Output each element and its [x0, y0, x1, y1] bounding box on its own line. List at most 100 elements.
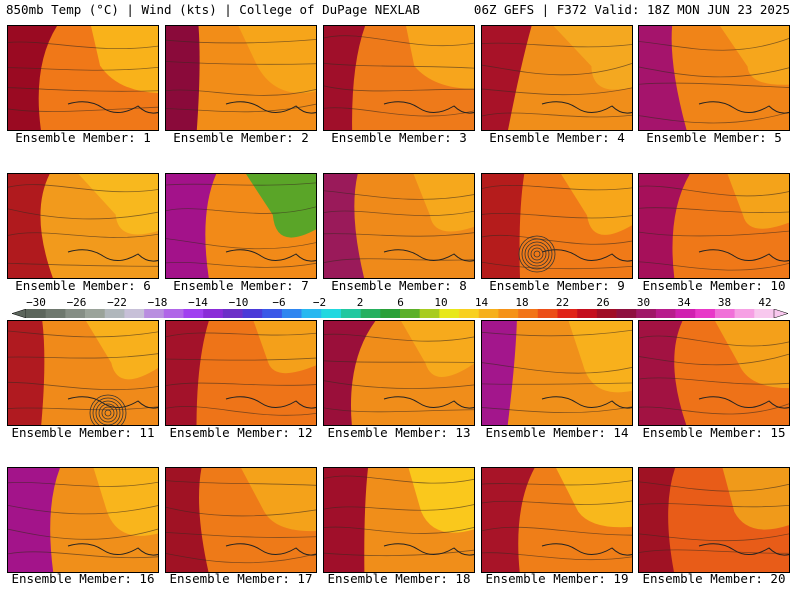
- isoline: [639, 335, 789, 347]
- isoline: [8, 66, 158, 71]
- isoline: [482, 382, 632, 385]
- colorbar-swatch: [419, 309, 440, 318]
- colorbar-swatch: [262, 309, 283, 318]
- colorbar-swatch: [65, 309, 86, 318]
- ensemble-panel: [638, 320, 790, 426]
- isoline: [8, 262, 158, 267]
- hot-region: [639, 468, 676, 572]
- colorbar-swatch: [714, 309, 735, 318]
- isoline: [8, 330, 158, 338]
- isoline: [166, 332, 316, 338]
- isoline: [639, 353, 789, 366]
- isoline: [482, 212, 632, 219]
- colorbar-tick-label: 34: [677, 296, 691, 309]
- colorbar-tick-label: 26: [596, 296, 610, 309]
- colorbar-swatch: [222, 309, 243, 318]
- isoline: [324, 380, 474, 389]
- ensemble-member-label: Ensemble Member: 17: [169, 571, 313, 586]
- warm-region: [246, 174, 316, 238]
- colorbar-swatch: [439, 309, 460, 318]
- colorbar-swatch: [518, 309, 539, 318]
- ensemble-panel: [638, 25, 790, 131]
- colorbar-swatch: [360, 309, 381, 318]
- temperature-map: [324, 174, 474, 278]
- ensemble-panel: [7, 467, 159, 573]
- colorbar-tick-label: 10: [434, 296, 448, 309]
- hot-region: [166, 321, 209, 425]
- isoline: [166, 261, 316, 268]
- ensemble-panel: [165, 467, 317, 573]
- storm-isobar: [104, 409, 112, 417]
- hot-region: [8, 468, 60, 572]
- warm-region: [553, 26, 632, 90]
- colorbar-swatch: [183, 309, 204, 318]
- isoline: [324, 333, 474, 342]
- colorbar-tick-label: −2: [312, 296, 327, 309]
- isoline: [639, 533, 789, 542]
- warm-region: [408, 468, 474, 533]
- coastline: [67, 101, 158, 114]
- temperature-map: [8, 174, 158, 278]
- isoline: [166, 406, 316, 416]
- isoline: [639, 111, 789, 124]
- colorbar-swatch: [616, 309, 637, 318]
- coastline: [541, 396, 632, 409]
- hot-region: [166, 26, 200, 130]
- coastline: [225, 249, 316, 262]
- warm-region: [715, 321, 789, 389]
- storm-isobar: [95, 400, 121, 425]
- storm-isobar: [521, 238, 553, 270]
- isoline: [482, 184, 632, 191]
- isoline: [639, 207, 789, 213]
- isoline: [8, 208, 158, 220]
- ensemble-panel: [481, 320, 633, 426]
- isoline: [482, 329, 632, 337]
- temperature-map: [8, 26, 158, 130]
- isoline: [324, 549, 474, 557]
- isoline: [324, 360, 474, 363]
- temperature-map: [324, 468, 474, 572]
- ensemble-member-label: Ensemble Member: 13: [327, 425, 471, 440]
- hot-region: [639, 26, 687, 130]
- ensemble-panel: [165, 320, 317, 426]
- isoline: [8, 232, 158, 238]
- isoline: [8, 528, 158, 540]
- ensemble-member-label: Ensemble Member: 20: [642, 571, 786, 586]
- temperature-map: [166, 26, 316, 130]
- warm-region: [720, 26, 789, 85]
- hot-region: [324, 26, 366, 130]
- ensemble-member-label: Ensemble Member: 11: [11, 425, 155, 440]
- isoline: [324, 210, 474, 217]
- ensemble-panel: [323, 25, 475, 131]
- isoline: [324, 526, 474, 534]
- ensemble-member-label: Ensemble Member: 5: [646, 130, 782, 145]
- coastline: [383, 249, 474, 262]
- colorbar-swatch: [144, 309, 165, 318]
- ensemble-panel: [7, 320, 159, 426]
- isoline: [639, 549, 789, 554]
- isoline: [166, 88, 316, 96]
- warm-region: [568, 321, 632, 393]
- colorbar-swatch: [163, 309, 184, 318]
- isoline: [8, 353, 158, 359]
- ensemble-member-label: Ensemble Member: 2: [173, 130, 309, 145]
- isoline: [482, 62, 632, 76]
- warm-region: [86, 321, 158, 380]
- ensemble-member-label: Ensemble Member: 4: [489, 130, 625, 145]
- isoline: [324, 107, 474, 117]
- ensemble-member-label: Ensemble Member: 16: [11, 571, 155, 586]
- coastline: [698, 249, 789, 262]
- isoline: [166, 357, 316, 361]
- colorbar-tick-label: 30: [636, 296, 651, 309]
- colorbar-tick-label: −10: [228, 296, 249, 309]
- coastline: [225, 543, 316, 556]
- ensemble-member-label: Ensemble Member: 1: [15, 130, 151, 145]
- warm-region: [78, 174, 158, 235]
- storm-isobar: [524, 241, 550, 267]
- isoline: [482, 234, 632, 245]
- isoline: [8, 87, 158, 92]
- temperature-map: [639, 321, 789, 425]
- ensemble-panel: [165, 25, 317, 131]
- colorbar-tick-label: −18: [147, 296, 168, 309]
- hot-region: [8, 174, 53, 278]
